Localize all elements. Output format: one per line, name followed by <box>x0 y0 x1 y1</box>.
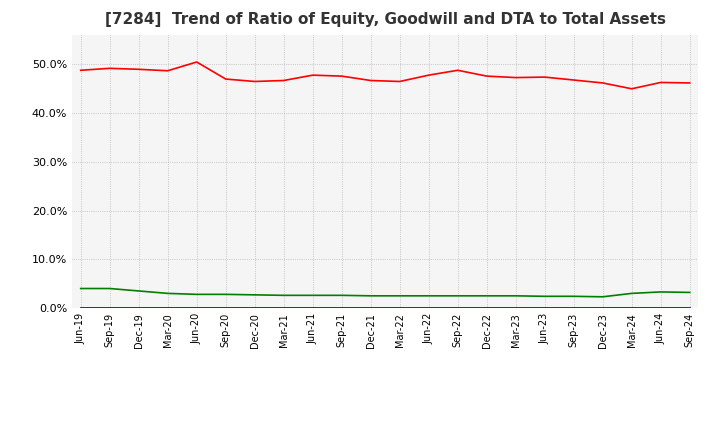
Line: Equity: Equity <box>81 62 690 89</box>
Deferred Tax Assets <box>511 293 520 298</box>
Deferred Tax Assets <box>482 293 491 298</box>
Equity <box>657 80 665 85</box>
Deferred Tax Assets <box>221 292 230 297</box>
Deferred Tax Assets <box>105 286 114 291</box>
Goodwill <box>366 305 375 311</box>
Deferred Tax Assets <box>338 293 346 298</box>
Goodwill <box>511 305 520 311</box>
Equity <box>454 68 462 73</box>
Equity <box>424 73 433 78</box>
Equity <box>163 68 172 73</box>
Equity <box>685 80 694 85</box>
Equity <box>627 86 636 92</box>
Goodwill <box>105 305 114 311</box>
Goodwill <box>598 305 607 311</box>
Equity <box>221 77 230 82</box>
Goodwill <box>482 305 491 311</box>
Equity <box>308 73 317 78</box>
Deferred Tax Assets <box>163 291 172 296</box>
Goodwill <box>338 305 346 311</box>
Deferred Tax Assets <box>395 293 404 298</box>
Goodwill <box>76 305 85 311</box>
Goodwill <box>454 305 462 311</box>
Goodwill <box>685 305 694 311</box>
Deferred Tax Assets <box>454 293 462 298</box>
Equity <box>251 79 259 84</box>
Equity <box>482 73 491 79</box>
Deferred Tax Assets <box>598 294 607 300</box>
Equity <box>598 80 607 85</box>
Deferred Tax Assets <box>76 286 85 291</box>
Line: Deferred Tax Assets: Deferred Tax Assets <box>81 289 690 297</box>
Goodwill <box>395 305 404 311</box>
Goodwill <box>541 305 549 311</box>
Equity <box>135 66 143 72</box>
Goodwill <box>279 305 288 311</box>
Goodwill <box>221 305 230 311</box>
Equity <box>105 66 114 71</box>
Deferred Tax Assets <box>541 293 549 299</box>
Equity <box>395 79 404 84</box>
Deferred Tax Assets <box>135 288 143 293</box>
Deferred Tax Assets <box>657 289 665 294</box>
Equity <box>279 78 288 83</box>
Goodwill <box>163 305 172 311</box>
Deferred Tax Assets <box>627 291 636 296</box>
Deferred Tax Assets <box>279 293 288 298</box>
Goodwill <box>570 305 578 311</box>
Deferred Tax Assets <box>251 292 259 297</box>
Deferred Tax Assets <box>308 293 317 298</box>
Equity <box>192 59 201 65</box>
Equity <box>366 78 375 83</box>
Deferred Tax Assets <box>424 293 433 298</box>
Equity <box>511 75 520 80</box>
Goodwill <box>308 305 317 311</box>
Goodwill <box>251 305 259 311</box>
Equity <box>338 73 346 79</box>
Goodwill <box>135 305 143 311</box>
Goodwill <box>192 305 201 311</box>
Equity <box>76 68 85 73</box>
Deferred Tax Assets <box>570 293 578 299</box>
Deferred Tax Assets <box>366 293 375 298</box>
Deferred Tax Assets <box>685 290 694 295</box>
Title: [7284]  Trend of Ratio of Equity, Goodwill and DTA to Total Assets: [7284] Trend of Ratio of Equity, Goodwil… <box>104 12 666 27</box>
Goodwill <box>424 305 433 311</box>
Deferred Tax Assets <box>192 292 201 297</box>
Equity <box>541 74 549 80</box>
Goodwill <box>627 305 636 311</box>
Goodwill <box>657 305 665 311</box>
Equity <box>570 77 578 83</box>
